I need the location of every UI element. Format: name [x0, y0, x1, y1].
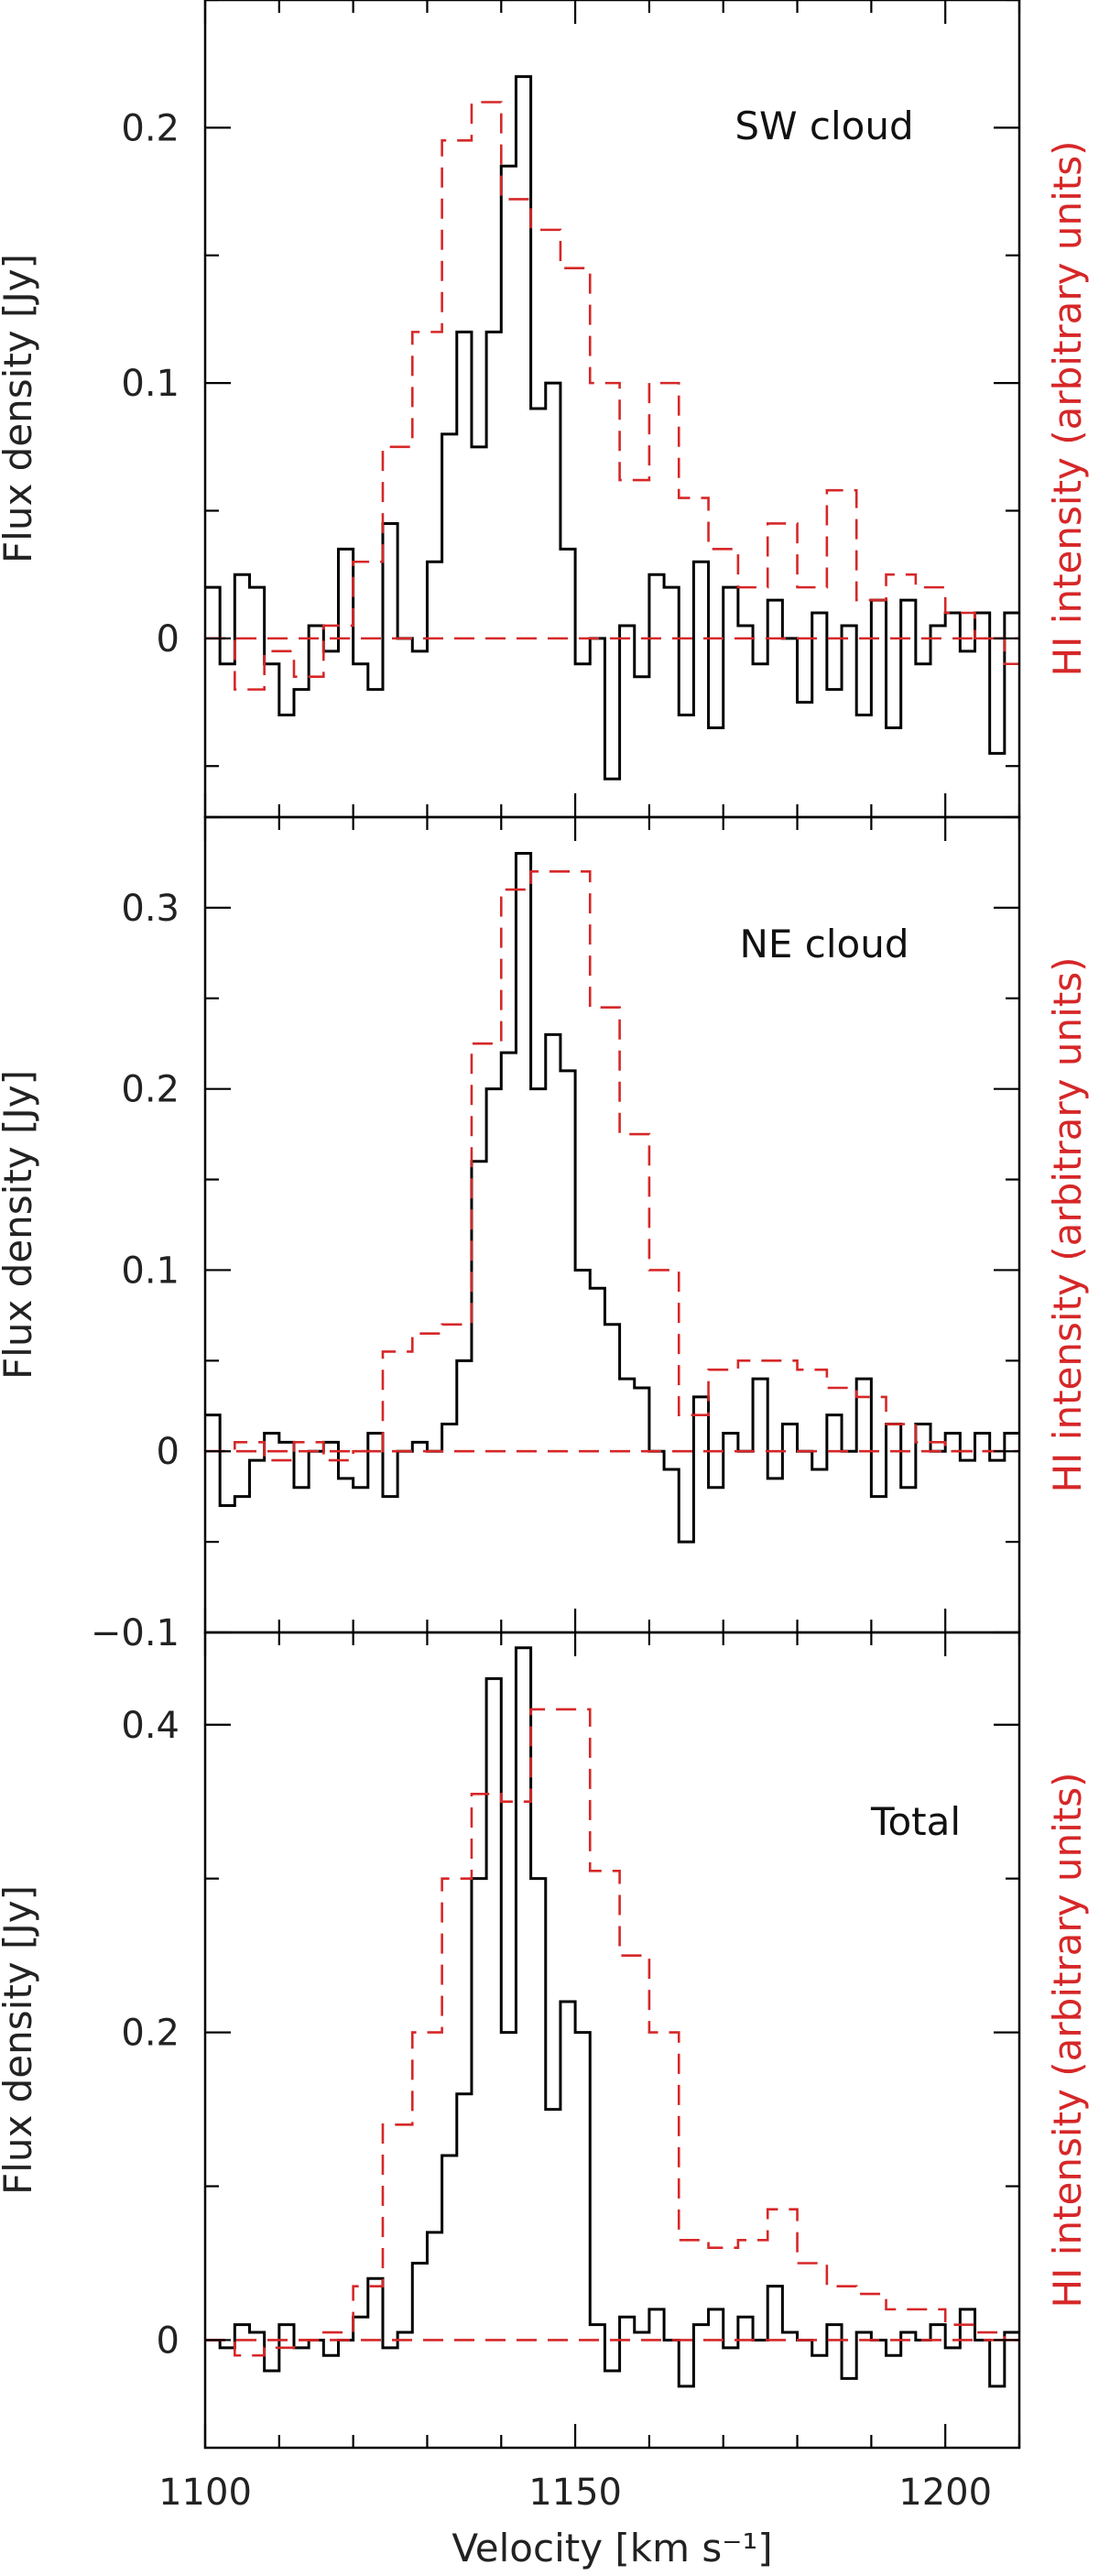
y-tick-label: 0.2 [121, 1069, 180, 1111]
y-tick-label: 0 [157, 618, 180, 660]
y-axis-title: Flux density [Jy] [0, 254, 40, 563]
panel-label: SW cloud [734, 104, 913, 148]
ticks-layer: −0.1 0 0.1 0.2 0.3 [91, 815, 1021, 1654]
x-tick-label: 1100 [158, 2472, 252, 2514]
series-flux-line [205, 852, 1019, 1544]
y-axis-title: Flux density [Jy] [0, 1885, 40, 2195]
ticks-layer: 0 0.2 0.4 1100 1150 1200 [121, 1632, 1021, 2514]
series-hi-line [205, 870, 1019, 1462]
y-axis-title-right: HI intensity (arbitrary units) [1045, 1772, 1090, 2308]
panel-sw-cloud: 0 0.1 0.2 SW cloud Flux density [Jy] HI in… [0, 0, 1090, 819]
y-tick-label: 0 [157, 1431, 180, 1473]
y-axis-title-right: HI intensity (arbitrary units) [1045, 956, 1090, 1492]
series-hi-line [205, 1708, 1019, 2357]
y-tick-label: −0.1 [91, 1612, 180, 1654]
y-tick-label: 0.2 [121, 2013, 180, 2055]
x-axis-title: Velocity [km s⁻¹] [452, 2526, 772, 2571]
ticks-layer: 0 0.1 0.2 [121, 0, 1021, 817]
panel-label: Total [870, 1799, 961, 1844]
series-layer [205, 1646, 1019, 2388]
y-tick-label: 0.1 [121, 363, 180, 405]
y-tick-label: 0.2 [121, 107, 180, 149]
y-axis-title: Flux density [Jy] [0, 1070, 40, 1380]
x-tick-label: 1200 [898, 2472, 992, 2514]
y-tick-label: 0.1 [121, 1250, 180, 1292]
series-hi-line [205, 101, 1019, 691]
plot-frame [203, 1631, 1021, 2450]
y-tick-label: 0.4 [121, 1705, 180, 1747]
series-layer [205, 75, 1019, 780]
panel-total: 0 0.2 0.4 1100 1150 1200 Total Flux density [… [0, 1631, 1090, 2571]
y-axis-title-right: HI intensity (arbitrary units) [1045, 140, 1090, 676]
x-tick-label: 1150 [528, 2472, 622, 2514]
series-layer [205, 852, 1019, 1544]
y-tick-label: 0.3 [121, 888, 180, 930]
panel-label: NE cloud [739, 922, 909, 966]
y-tick-label: 0 [157, 2319, 180, 2362]
